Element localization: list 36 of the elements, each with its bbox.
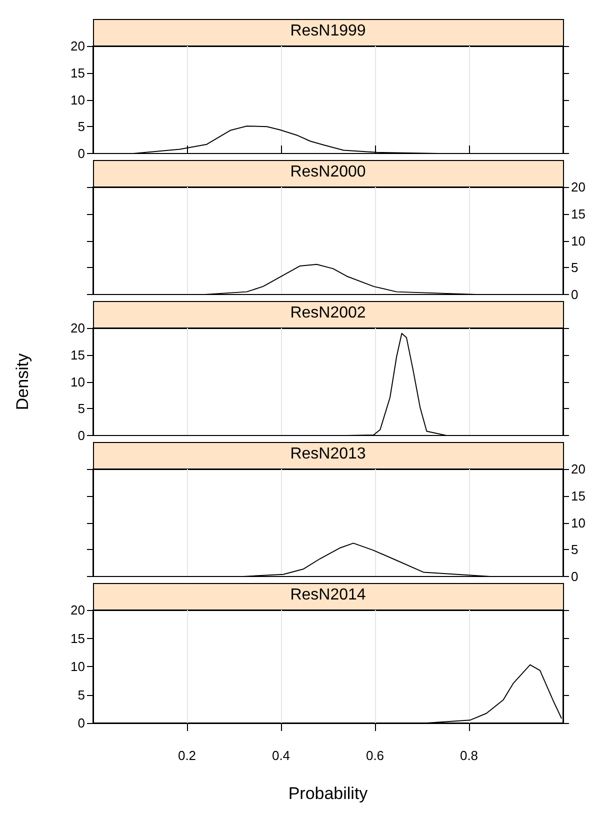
- chart-title: ResN1999: [290, 22, 366, 40]
- y-tick-label: 0: [78, 146, 85, 161]
- chart-title: ResN2014: [290, 586, 366, 604]
- x-axis-title: Probability: [288, 784, 368, 803]
- y2-tick-label: 0: [571, 287, 578, 302]
- y-tick-label: 15: [70, 347, 85, 362]
- y-tick-label: 10: [70, 92, 85, 108]
- y-tick-label: 15: [70, 630, 85, 646]
- y-tick-label: 0: [78, 716, 85, 730]
- chart-title: ResN2000: [290, 164, 366, 180]
- y2-tick-label: 10: [571, 233, 586, 248]
- y-tick-label: 20: [70, 38, 85, 54]
- y2-tick-label: 15: [571, 488, 586, 504]
- y-tick-label: 10: [70, 659, 85, 674]
- y-tick-label: 5: [78, 687, 85, 702]
- y2-tick-label: 20: [571, 180, 586, 194]
- y-tick-label: 20: [70, 602, 85, 618]
- chart-title: ResN2013: [290, 446, 366, 462]
- y-tick-label: 0: [78, 428, 85, 443]
- chart-title: ResN2002: [290, 304, 366, 322]
- y2-tick-label: 0: [571, 569, 578, 584]
- y2-tick-label: 10: [571, 515, 586, 530]
- y2-tick-label: 5: [571, 260, 578, 276]
- y2-tick-label: 5: [571, 542, 578, 558]
- y2-tick-label: 20: [571, 462, 586, 476]
- y2-tick-label: 15: [571, 206, 586, 222]
- x-tick-label: 0.8: [460, 748, 478, 763]
- y-tick-label: 5: [78, 119, 85, 134]
- x-tick-label: 0.4: [272, 748, 290, 763]
- y-tick-label: 15: [70, 65, 85, 80]
- x-tick-label: 0.6: [366, 748, 384, 763]
- y-tick-label: 5: [78, 401, 85, 416]
- y-tick-label: 20: [70, 320, 85, 336]
- x-tick-label: 0.2: [178, 748, 196, 763]
- y-axis-title: Density: [13, 352, 32, 410]
- y-tick-label: 10: [70, 374, 85, 390]
